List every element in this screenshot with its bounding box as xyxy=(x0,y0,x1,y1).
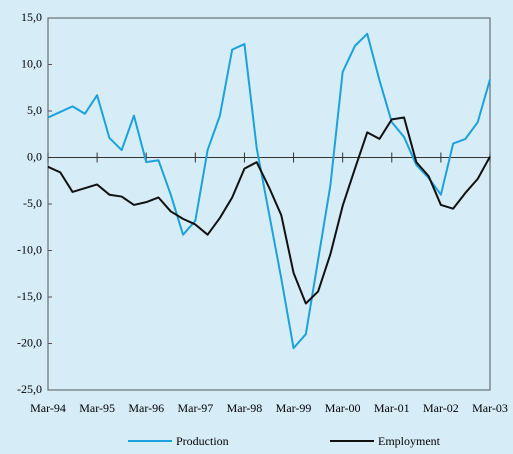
x-tick-label: Mar-01 xyxy=(374,401,410,415)
y-tick-label: 10,0 xyxy=(21,56,42,70)
plot-frame xyxy=(47,17,491,391)
x-tick-label: Mar-98 xyxy=(227,401,263,415)
y-tick-label: 5,0 xyxy=(27,103,42,117)
y-tick-label: -15,0 xyxy=(17,289,42,303)
x-tick-label: Mar-02 xyxy=(423,401,459,415)
y-tick-label: -25,0 xyxy=(17,382,42,396)
y-tick-label: -10,0 xyxy=(17,242,42,256)
legend-label: Production xyxy=(176,434,229,448)
y-tick-label: -5,0 xyxy=(23,196,42,210)
x-tick-label: Mar-94 xyxy=(30,401,66,415)
x-tick-label: Mar-03 xyxy=(472,401,508,415)
x-tick-label: Mar-97 xyxy=(177,401,213,415)
x-tick-label: Mar-96 xyxy=(128,401,164,415)
line-series xyxy=(47,32,491,350)
x-tick-label: Mar-99 xyxy=(276,401,312,415)
y-tick-label: 15,0 xyxy=(21,10,42,24)
line-series xyxy=(47,116,491,305)
y-tick-label: -20,0 xyxy=(17,335,42,349)
x-tick-label: Mar-95 xyxy=(79,401,115,415)
legend-label: Employment xyxy=(378,434,441,448)
y-tick-label: 0,0 xyxy=(27,149,42,163)
x-tick-label: Mar-00 xyxy=(325,401,361,415)
